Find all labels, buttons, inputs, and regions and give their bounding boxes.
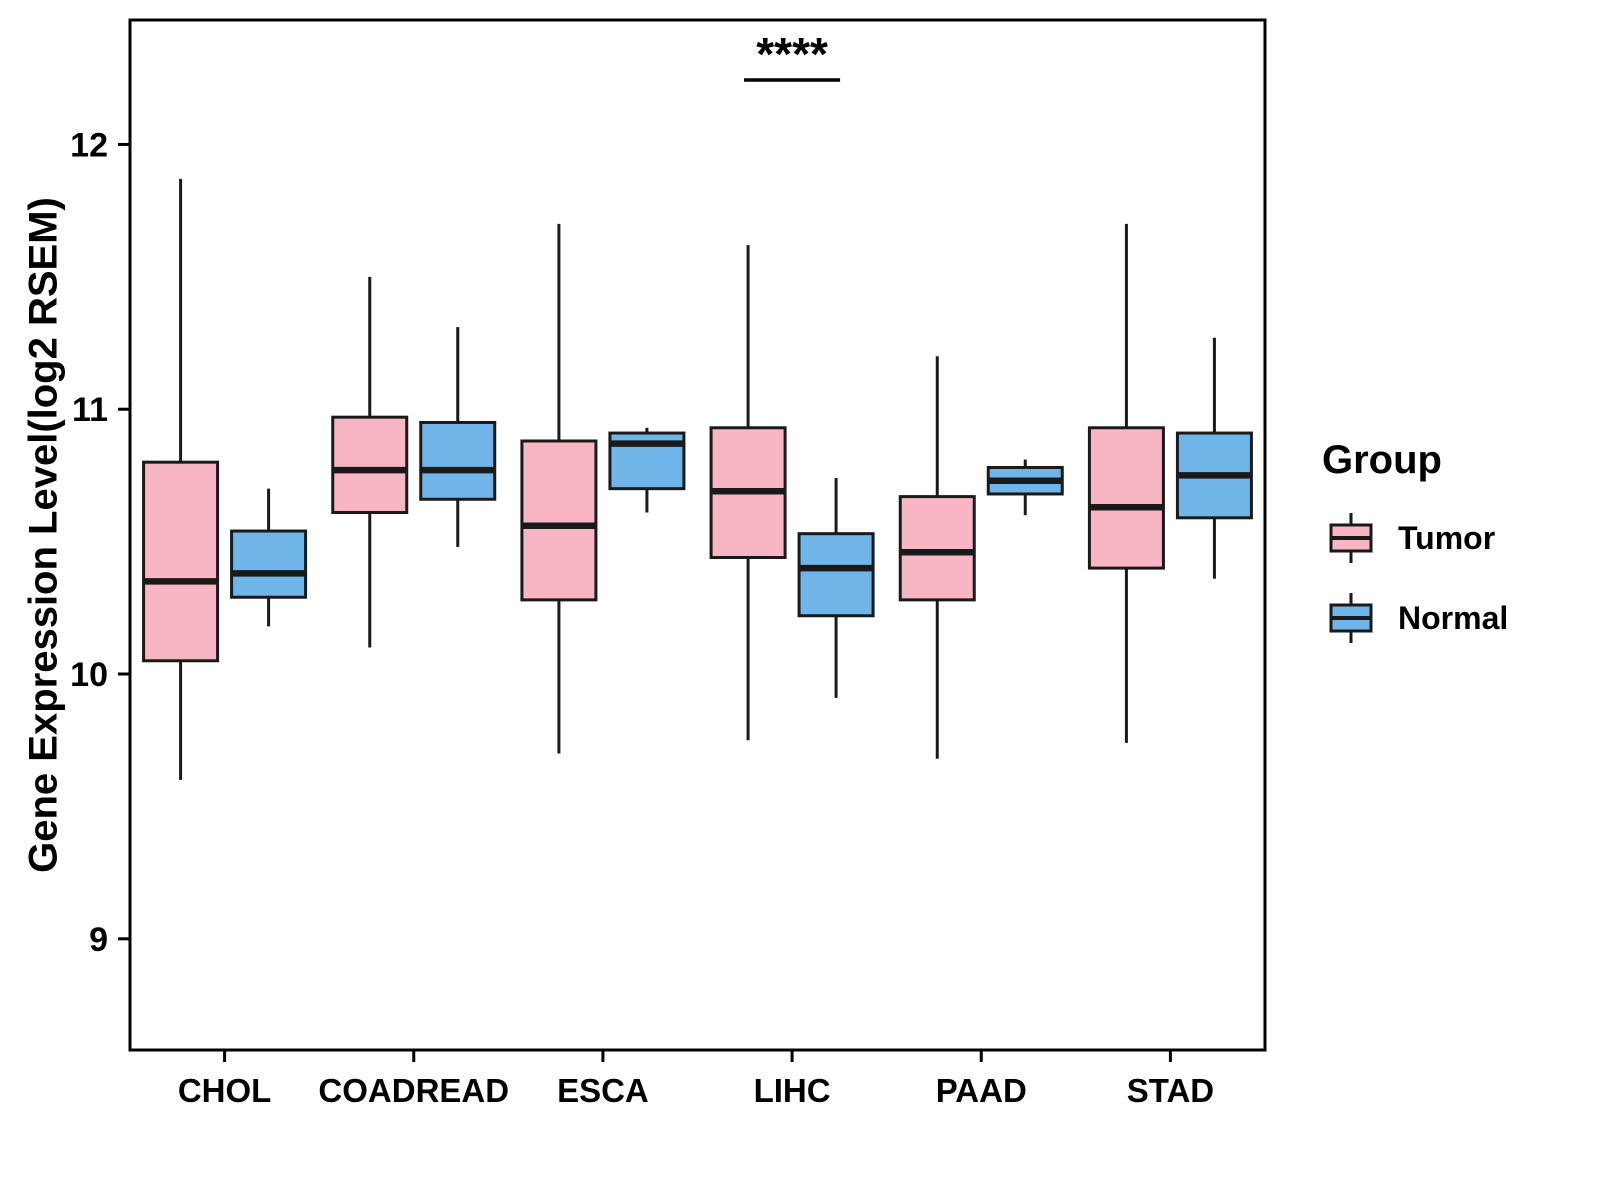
- legend-label-normal: Normal: [1398, 599, 1509, 636]
- box-coadread-tumor: [331, 415, 409, 514]
- box-chol-normal: [230, 529, 308, 599]
- legend-label-tumor: Tumor: [1398, 519, 1496, 556]
- box-stad-tumor: [1087, 426, 1165, 570]
- y-tick-label: 11: [72, 391, 108, 429]
- y-tick-label: 9: [89, 921, 108, 959]
- legend-item-tumor: Tumor: [1322, 509, 1508, 567]
- x-tick-label-stad: STAD: [1127, 1072, 1214, 1109]
- box-lihc-normal: [797, 532, 875, 618]
- legend-title: Group: [1322, 438, 1442, 482]
- x-tick-label-lihc: LIHC: [754, 1072, 831, 1109]
- x-tick-label-coadread: COADREAD: [318, 1072, 509, 1109]
- box-paad-tumor: [898, 495, 976, 602]
- box-chol-tumor: [142, 460, 220, 663]
- y-axis-title: Gene Expression Level(log2 RSEM): [21, 197, 66, 873]
- y-tick-label: 10: [70, 656, 108, 694]
- x-tick-label-esca: ESCA: [557, 1072, 649, 1109]
- x-tick-label-chol: CHOL: [178, 1072, 272, 1109]
- significance-annotation: ****: [756, 28, 828, 80]
- box-coadread-normal: [419, 420, 497, 501]
- box-esca-tumor: [520, 439, 598, 602]
- legend: Group Tumor Normal: [1322, 438, 1508, 669]
- legend-item-normal: Normal: [1322, 589, 1508, 647]
- tumor-boxplot-key-icon: [1329, 513, 1373, 563]
- y-tick-label: 12: [70, 126, 108, 164]
- plot-panel-border: [128, 18, 1267, 1052]
- x-tick-label-paad: PAAD: [936, 1072, 1027, 1109]
- normal-boxplot-key-icon: [1329, 593, 1373, 643]
